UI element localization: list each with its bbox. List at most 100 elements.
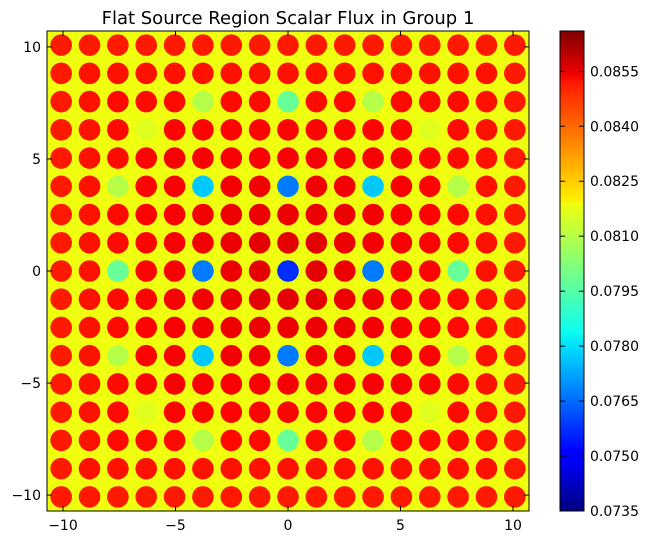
fuel-pin-cell [192,119,214,141]
fuel-pin-cell [107,34,129,56]
chart-title: Flat Source Region Scalar Flux in Group … [102,8,475,29]
fuel-pin-cell [220,486,243,508]
fuel-pin-cell [277,316,299,339]
fuel-pin-cell [248,175,271,198]
fuel-pin-cell [418,260,441,282]
fuel-pin-cell [475,288,498,311]
fuel-pin-cell [305,62,328,85]
guide-tube-cell [192,344,214,367]
y-tick-label: 0 [32,264,41,280]
guide-tube-cell [192,429,214,452]
fuel-pin-cell [504,231,526,254]
fuel-pin-cell [362,316,384,339]
fuel-pin-cell [390,344,413,367]
fuel-pin-cell [78,401,101,423]
fuel-pin-cell [107,486,129,508]
fuel-pin-cell [135,260,158,282]
fuel-pin-cell [78,316,101,339]
guide-tube-cell [277,260,299,282]
fuel-pin-cell [504,260,526,282]
fuel-pin-cell [220,175,243,198]
fuel-pin-cell [447,203,469,226]
fuel-pin-cell [163,288,186,311]
fuel-pin-cell [475,119,498,141]
fuel-pin-cell [305,260,328,282]
fuel-pin-cell [220,429,243,452]
fuel-pin-cell [248,260,271,282]
fuel-pin-cell [305,90,328,113]
fuel-pin-cell [163,119,186,141]
colorbar-tick-label: 0.0750 [590,449,639,465]
fuel-pin-cell [333,90,356,113]
fuel-pin-cell [447,147,469,169]
y-axis: −10 −5 0 5 10 [11,40,529,504]
fuel-pin-cell [163,147,186,169]
fuel-pin-cell [163,175,186,198]
fuel-pin-cell [418,344,441,367]
fuel-pin-cell [475,175,498,198]
fuel-pin-cell [192,457,214,480]
fuel-pin-cell [135,288,158,311]
fuel-pin-cell [305,486,328,508]
guide-tube-cell [277,175,299,198]
fuel-pin-cell [447,316,469,339]
y-tick-label: −10 [11,488,41,504]
fuel-pin-cell [305,175,328,198]
fuel-pin-cell [418,34,441,56]
fuel-pin-cell [248,90,271,113]
fuel-pin-cell [418,486,441,508]
fuel-pin-cell [107,401,129,423]
fuel-pin-cell [78,231,101,254]
fuel-pin-cell [163,62,186,85]
fuel-pin-cell [333,401,356,423]
fuel-pin-cell [305,429,328,452]
fuel-pin-cell [333,457,356,480]
fuel-pin-cell [163,34,186,56]
fuel-pin-cell [390,90,413,113]
fuel-pin-cell [447,457,469,480]
fuel-pin-cell [248,119,271,141]
fuel-pin-cell [475,401,498,423]
fuel-pin-cell [248,429,271,452]
fuel-pin-cell [277,34,299,56]
fuel-pin-cell [220,119,243,141]
fuel-pin-cell [362,486,384,508]
fuel-pin-cell [135,316,158,339]
fuel-pin-cell [475,486,498,508]
fuel-pin-cell [390,119,413,141]
fuel-pin-cell [50,260,72,282]
fuel-pin-cell [220,401,243,423]
fuel-pin-cell [248,147,271,169]
fuel-pin-cell [475,62,498,85]
fuel-pin-cell [50,429,72,452]
guide-tube-cell [418,119,441,141]
fuel-pin-cell [418,62,441,85]
fuel-pin-cell [163,316,186,339]
fuel-pin-cell [447,429,469,452]
fuel-pin-cell [277,203,299,226]
fuel-pin-cell [135,90,158,113]
fuel-pin-cell [390,316,413,339]
fuel-pin-cell [163,457,186,480]
fuel-pin-cell [333,175,356,198]
fuel-pin-cell [362,373,384,395]
fuel-pin-cell [333,260,356,282]
fuel-pin-cell [135,62,158,85]
plot-area [47,31,529,511]
fuel-pin-cell [78,62,101,85]
fuel-pin-cell [305,203,328,226]
colorbar-tick-label: 0.0810 [590,229,639,245]
fuel-pin-cell [277,147,299,169]
fuel-pin-cell [277,62,299,85]
fuel-pin-cell [220,34,243,56]
fuel-pin-cell [475,344,498,367]
fuel-pin-cell [362,34,384,56]
fuel-pin-cell [78,373,101,395]
fuel-pin-cell [135,34,158,56]
y-tick-label: −5 [20,376,41,392]
fuel-pin-cell [192,401,214,423]
fuel-pin-cell [504,90,526,113]
fuel-pin-cell [447,373,469,395]
fuel-pin-cell [163,373,186,395]
x-tick-label: 5 [396,518,405,534]
